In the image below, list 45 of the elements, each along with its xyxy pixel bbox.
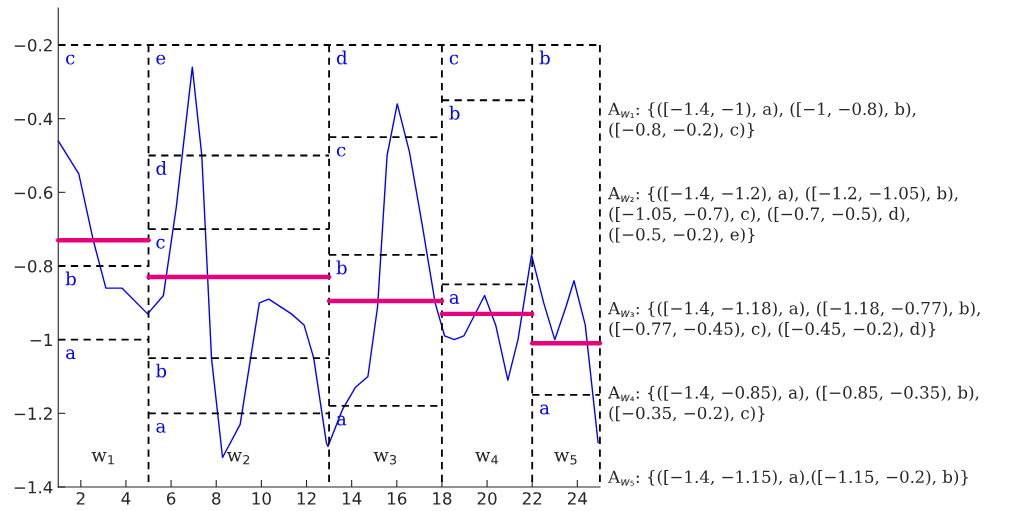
text: A$_{w₁}$: {([−1.4, −1), a), ([−1, −0.8), b), ([−0.8, −0.2), c)}	[607, 102, 916, 139]
text: A$_{w₃}$: {([−1.4, −1.18), a), ([−1.18, −0.77), b), ([−0.77, −0.45), c), ([−0.45, −0.2), d)}	[607, 301, 980, 338]
annotation: b	[539, 50, 550, 65]
text: A$_{w₅}$: {([−1.4, −1.15), a),([−1.15, −0.2), b)}	[607, 470, 968, 486]
x-tick-label: 12	[297, 492, 316, 505]
y-tick-label: −0.2	[14, 38, 52, 52]
annotation: b	[336, 260, 347, 275]
annotation: a	[449, 294, 460, 304]
annotation: w$_{3}$	[373, 452, 397, 465]
x-tick-label: 4	[121, 492, 131, 505]
annotation: c	[449, 54, 459, 65]
y-tick-label: −1.4	[14, 481, 53, 494]
x-tick-label: 10	[252, 492, 271, 505]
text: A$_{w₂}$: {([−1.4, −1.2), a), ([−1.2, −1.05), b), ([−1.05, −0.7), c), ([−0.7, −0.5), d), ([−0.5, −0.2), e)}	[607, 186, 958, 244]
x-tick-label: 24	[567, 492, 588, 505]
annotation: d	[156, 161, 167, 176]
annotation: a	[156, 422, 166, 433]
x-tick-label: 2	[76, 492, 85, 505]
x-tick-label: 16	[388, 492, 407, 505]
annotation: w$_{2}$	[227, 452, 250, 465]
y-tick-label: −0.4	[14, 112, 53, 126]
annotation: c	[66, 54, 75, 65]
x-tick-label: 18	[433, 492, 452, 505]
annotation: b	[155, 363, 167, 378]
annotation: a	[540, 404, 550, 415]
annotation: b	[65, 271, 76, 286]
text: A$_{w₄}$: {([−1.4, −0.85), a), ([−0.85, −0.35), b), ([−0.35, −0.2), c)}	[607, 385, 979, 422]
y-tick-label: −1	[30, 333, 52, 346]
annotation: c	[156, 238, 165, 249]
annotation: e	[156, 54, 166, 65]
annotation: b	[449, 105, 460, 120]
x-tick-label: 22	[522, 492, 542, 505]
x-tick-label: 20	[477, 492, 497, 505]
annotation: w$_{4}$	[475, 452, 498, 465]
x-tick-label: 14	[342, 492, 362, 505]
annotation: c	[336, 146, 346, 157]
y-tick-label: −0.6	[14, 186, 53, 199]
x-tick-label: 6	[166, 492, 176, 505]
annotation: a	[66, 349, 76, 360]
annotation: w$_{5}$	[554, 452, 577, 465]
y-tick-label: −1.2	[14, 407, 52, 420]
y-tick-label: −0.8	[14, 259, 53, 273]
x-tick-label: 8	[212, 492, 221, 505]
annotation: w$_{1}$	[91, 452, 114, 465]
annotation: d	[336, 50, 348, 65]
